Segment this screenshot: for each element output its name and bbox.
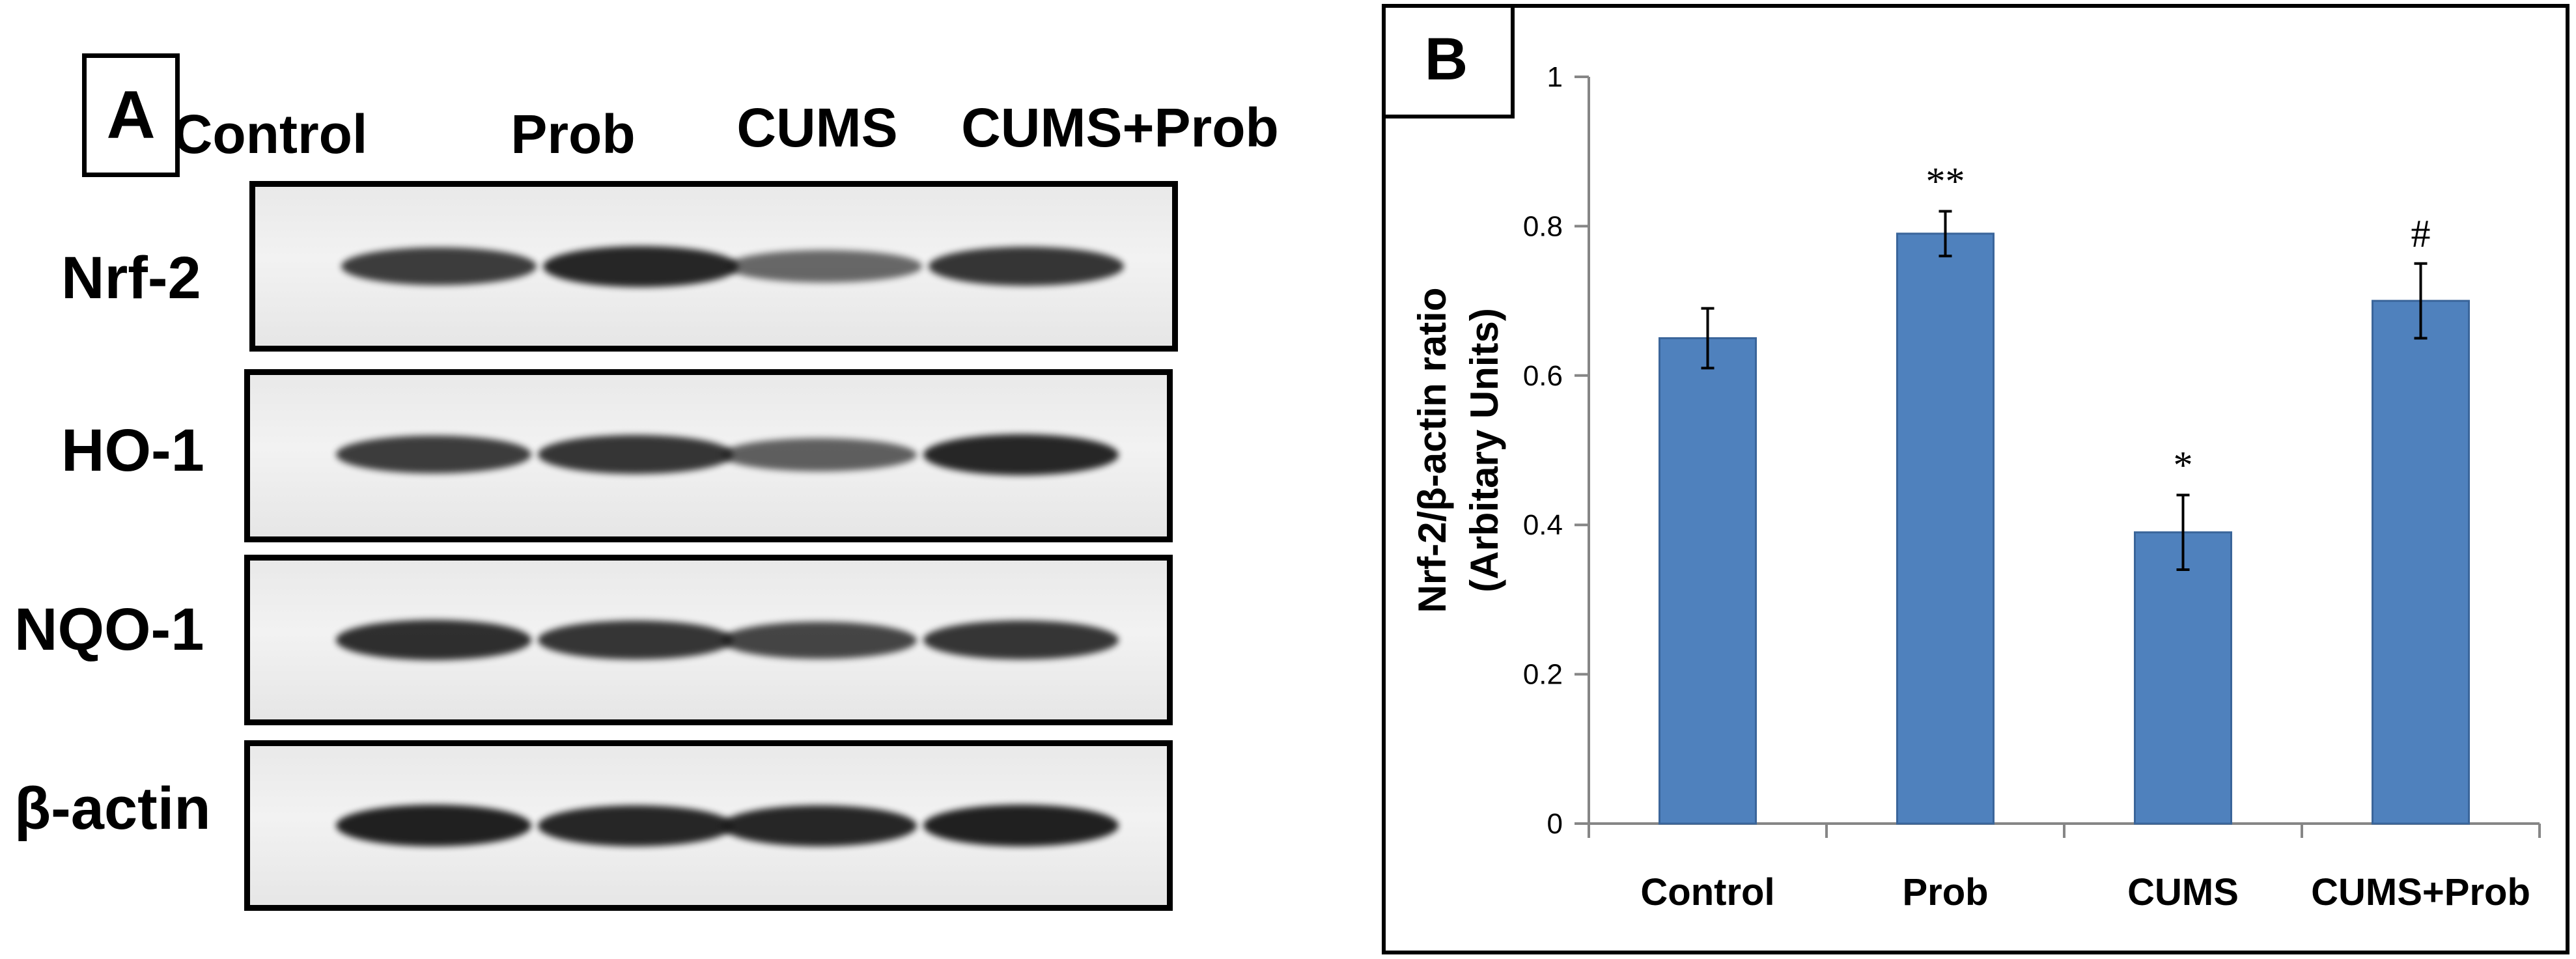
y-axis-title-units: (Arbitary Units) — [1463, 308, 1506, 592]
x-tick-label-cums: CUMS — [2127, 871, 2239, 913]
x-tick-label-prob: Prob — [1902, 871, 1988, 913]
blot-ho1 — [244, 369, 1173, 542]
band-nrf2-1 — [341, 247, 537, 286]
band-ho1-4 — [923, 434, 1119, 475]
band-ho1-2 — [538, 435, 734, 474]
y-tick-label: 0.2 — [1523, 659, 1563, 691]
x-tick-label-cums-prob: CUMS+Prob — [2311, 871, 2530, 913]
band-actin-2 — [538, 805, 734, 846]
bar-cums-prob — [2372, 299, 2470, 825]
lane-label-prob: Prob — [511, 104, 636, 165]
blot-nqo1 — [244, 555, 1173, 725]
y-tick-label: 0 — [1547, 808, 1563, 840]
band-nrf2-4 — [929, 247, 1125, 286]
band-ho1-1 — [336, 435, 531, 474]
lane-label-cums-prob: CUMS+Prob — [961, 97, 1279, 158]
band-ho1-3 — [721, 438, 917, 471]
panel-a-label: A — [82, 53, 180, 177]
band-nqo1-4 — [923, 620, 1119, 660]
blot-nrf2 — [249, 181, 1178, 352]
y-tick-label: 0.6 — [1523, 360, 1563, 392]
row-label-nqo1: NQO-1 — [14, 596, 204, 663]
band-actin-1 — [336, 804, 531, 847]
panel-b-label: B — [1382, 4, 1515, 118]
bar-control — [1659, 337, 1757, 825]
row-label-beta-actin: β-actin — [14, 775, 211, 842]
significance-marker-cums-prob: # — [2411, 212, 2431, 255]
bar-prob — [1896, 232, 1995, 825]
band-nrf2-2 — [543, 245, 739, 287]
panel-b-frame — [1382, 4, 2569, 954]
blot-beta-actin — [244, 740, 1173, 911]
y-tick-label: 0.8 — [1523, 210, 1563, 242]
row-label-nrf2: Nrf-2 — [61, 245, 201, 311]
significance-marker-prob: ** — [1926, 160, 1965, 202]
row-label-ho1: HO-1 — [61, 417, 204, 484]
band-nqo1-1 — [336, 620, 531, 660]
band-nrf2-3 — [727, 250, 923, 283]
y-axis-title: Nrf-2/β-actin ratio — [1410, 287, 1454, 613]
band-actin-3 — [721, 805, 917, 846]
band-nqo1-2 — [538, 620, 734, 660]
band-nqo1-3 — [721, 621, 917, 659]
x-tick-label-control: Control — [1640, 871, 1774, 913]
lane-label-cums: CUMS — [736, 97, 898, 158]
band-actin-4 — [923, 804, 1119, 847]
lane-label-control: Control — [173, 104, 368, 165]
bar-cums — [2134, 531, 2232, 825]
significance-marker-cums: * — [2174, 443, 2193, 486]
y-tick-label: 1 — [1547, 61, 1563, 93]
y-tick-label: 0.4 — [1523, 509, 1563, 541]
